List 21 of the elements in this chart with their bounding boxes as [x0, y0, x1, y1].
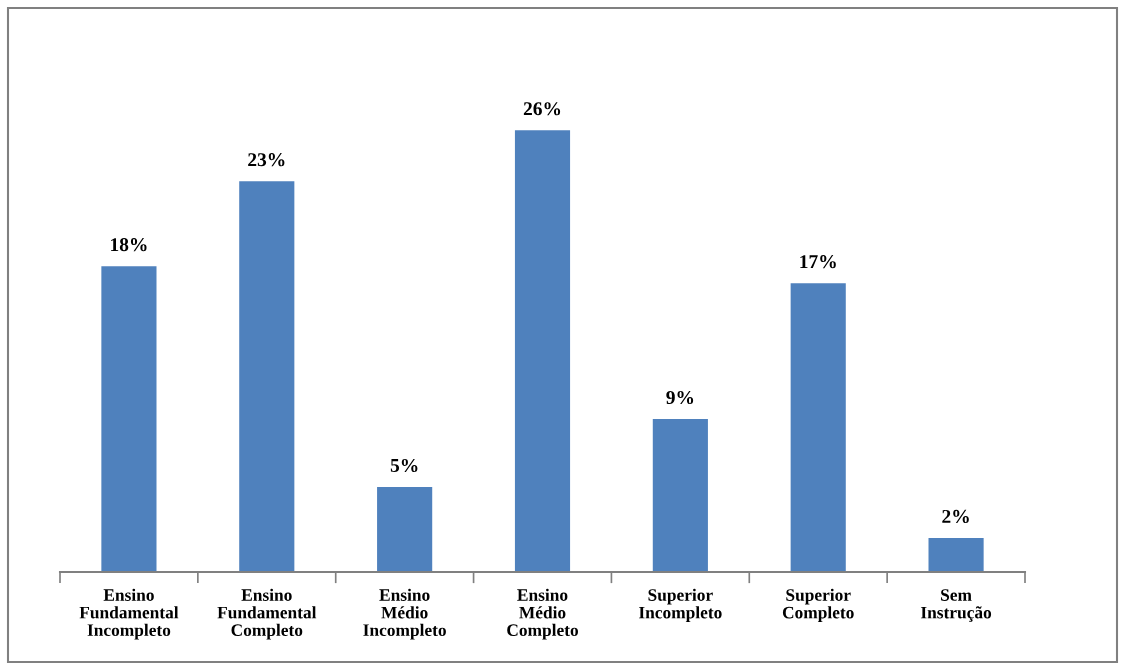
x-tick-label: Superior Incompleto — [638, 588, 722, 622]
x-tick-label: Superior Completo — [782, 588, 854, 622]
bar — [652, 419, 708, 572]
data-label: 17% — [800, 255, 836, 269]
data-label: 26% — [523, 102, 561, 116]
x-tick-label: Ensino Fundamental Incompleto — [79, 588, 179, 640]
data-label: 23% — [248, 153, 285, 167]
x-tick-label: Ensino Médio Incompleto — [363, 588, 446, 640]
data-label: 2% — [942, 509, 969, 524]
x-tick-label: Sem Instrução — [920, 589, 992, 622]
data-label: 9% — [666, 390, 694, 405]
data-label: 5% — [390, 458, 418, 473]
bar — [239, 181, 295, 572]
data-label: 18% — [111, 238, 147, 252]
bar — [101, 266, 157, 572]
bar — [514, 130, 571, 572]
bar — [928, 538, 984, 572]
x-tick-label: Ensino Fundamental Completo — [217, 588, 317, 640]
bar — [377, 487, 433, 572]
x-tick-label: Ensino Médio Completo — [507, 588, 578, 640]
bar — [790, 283, 846, 572]
